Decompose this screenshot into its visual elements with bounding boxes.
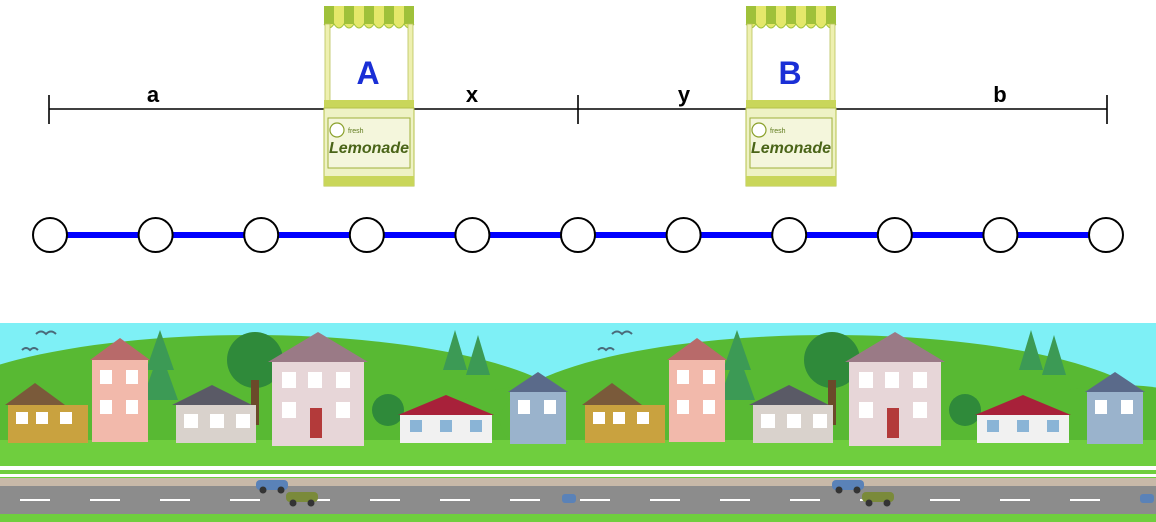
lemonade-stand-a: fresh Lemonade A <box>323 6 415 187</box>
stand-counter-top <box>746 100 836 108</box>
stand-letter-a: A <box>356 55 379 91</box>
stand-pole-right <box>407 23 414 105</box>
measurement-line: a x y b <box>48 82 1108 124</box>
stand-letter-b: B <box>778 55 801 91</box>
number-line-node <box>876 217 913 253</box>
birds-icon <box>21 330 633 352</box>
number-line-node <box>771 217 808 253</box>
bottom-grass <box>0 514 1156 522</box>
lemon-logo-icon <box>329 122 345 138</box>
number-line-node <box>348 217 385 253</box>
awning-stripes-icon <box>323 6 415 29</box>
stand-pole-right <box>829 23 836 105</box>
number-line-node <box>982 217 1019 253</box>
number-line-node <box>560 217 596 253</box>
number-line-node <box>32 217 68 253</box>
lemonade-stand-b: fresh Lemonade B <box>745 6 837 187</box>
stand-sign-large: Lemonade <box>751 140 831 157</box>
town-scene <box>0 323 1156 522</box>
measure-label-b: b <box>993 82 1006 107</box>
houses-icon <box>5 332 1145 446</box>
trees-icon <box>142 330 1066 426</box>
measure-label-a: a <box>147 82 160 107</box>
number-line-node <box>665 217 702 253</box>
number-line <box>32 217 1124 253</box>
sidewalk <box>0 478 1156 486</box>
number-line-node <box>137 217 174 253</box>
stand-pole-left <box>324 23 331 105</box>
stand-pole-left <box>746 23 753 105</box>
stand-sign-large: Lemonade <box>329 140 409 157</box>
lemon-logo-icon <box>751 122 767 138</box>
number-line-node <box>243 217 280 253</box>
stand-base <box>746 176 836 186</box>
number-line-node <box>454 217 491 253</box>
awning-stripes-icon <box>745 6 837 29</box>
fence <box>0 466 1156 477</box>
stand-sign-small: fresh <box>348 128 364 135</box>
cars-icon <box>256 480 1154 507</box>
number-line-node <box>1088 217 1124 253</box>
stand-base <box>324 176 414 186</box>
road-icon <box>0 486 1156 514</box>
stand-counter-top <box>324 100 414 108</box>
measure-label-y: y <box>678 82 691 107</box>
measure-label-x: x <box>466 82 479 107</box>
stand-sign-small: fresh <box>770 128 786 135</box>
